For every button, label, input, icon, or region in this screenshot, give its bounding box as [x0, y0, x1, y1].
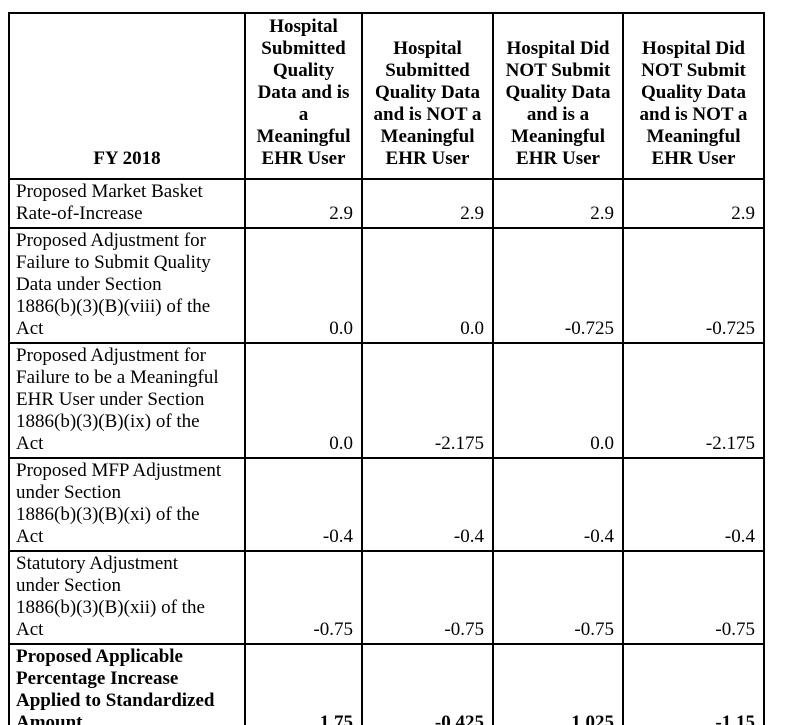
value-cell: 0.0	[244, 227, 363, 344]
value-cell: -2.175	[361, 342, 494, 459]
table-row: Statutory Adjustment under Section 1886(…	[8, 550, 765, 645]
table-row-total: Proposed Applicable Percentage Increase …	[8, 643, 765, 725]
value-cell: 1.025	[492, 643, 624, 725]
column-header-not-submitted-not-meaningful: Hospital Did NOT Submit Quality Data and…	[622, 12, 765, 180]
value-cell: -0.75	[622, 550, 765, 645]
table-row: Proposed Adjustment for Failure to be a …	[8, 342, 765, 459]
header-row: FY 2018 Hospital Submitted Quality Data …	[8, 12, 765, 180]
row-label-statutory-adjustment: Statutory Adjustment under Section 1886(…	[8, 550, 246, 645]
value-cell: -0.725	[622, 227, 765, 344]
value-cell: 2.9	[622, 178, 765, 229]
value-cell: -1.15	[622, 643, 765, 725]
value-cell: -0.75	[244, 550, 363, 645]
table-row: Proposed Adjustment for Failure to Submi…	[8, 227, 765, 344]
column-header-submitted-not-meaningful: Hospital Submitted Quality Data and is N…	[361, 12, 494, 180]
value-cell: -0.4	[361, 457, 494, 552]
table-row: Proposed Market Basket Rate-of-Increase …	[8, 178, 765, 229]
row-label-market-basket: Proposed Market Basket Rate-of-Increase	[8, 178, 246, 229]
value-cell: -0.75	[492, 550, 624, 645]
column-header-submitted-meaningful: Hospital Submitted Quality Data and is a…	[244, 12, 363, 180]
column-header-not-submitted-meaningful: Hospital Did NOT Submit Quality Data and…	[492, 12, 624, 180]
row-label-ehr-adjustment: Proposed Adjustment for Failure to be a …	[8, 342, 246, 459]
fy2018-payment-rate-table: FY 2018 Hospital Submitted Quality Data …	[8, 12, 765, 725]
value-cell: 2.9	[244, 178, 363, 229]
row-label-mfp-adjustment: Proposed MFP Adjustment under Section 18…	[8, 457, 246, 552]
row-label-quality-data-adjustment: Proposed Adjustment for Failure to Submi…	[8, 227, 246, 344]
value-cell: 1.75	[244, 643, 363, 725]
value-cell: 2.9	[361, 178, 494, 229]
value-cell: -0.4	[622, 457, 765, 552]
value-cell: -0.725	[492, 227, 624, 344]
value-cell: -0.4	[244, 457, 363, 552]
value-cell: -0.425	[361, 643, 494, 725]
row-label-applicable-percentage-increase: Proposed Applicable Percentage Increase …	[8, 643, 246, 725]
value-cell: -2.175	[622, 342, 765, 459]
value-cell: 0.0	[361, 227, 494, 344]
value-cell: -0.4	[492, 457, 624, 552]
value-cell: -0.75	[361, 550, 494, 645]
value-cell: 2.9	[492, 178, 624, 229]
table-row: Proposed MFP Adjustment under Section 18…	[8, 457, 765, 552]
value-cell: 0.0	[492, 342, 624, 459]
corner-header-fy2018: FY 2018	[8, 12, 246, 180]
value-cell: 0.0	[244, 342, 363, 459]
